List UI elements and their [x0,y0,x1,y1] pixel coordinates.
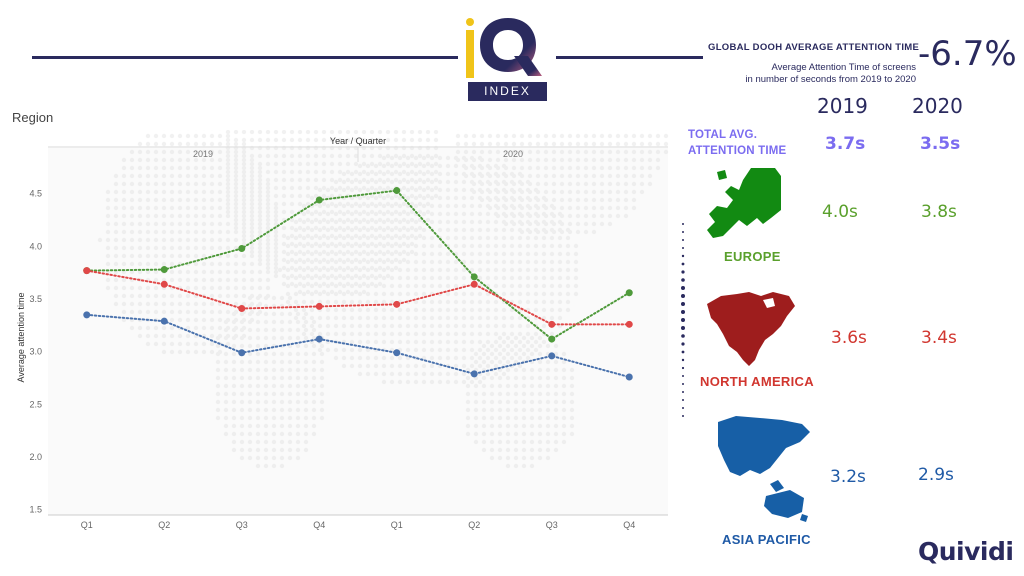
logo-i-bar [466,30,474,78]
series-1-point [625,320,633,328]
series-1-point [160,280,168,288]
region-filter-label[interactable]: Region [12,110,54,125]
europe-2019-value: 4.0s [822,202,858,222]
header-line-right [556,56,703,59]
x-tick-label: Q4 [313,520,325,530]
series-0-point [160,266,168,274]
series-1-point [238,305,246,313]
series-2-point [160,317,168,325]
series-line-1 [85,269,631,326]
series-line-0 [85,189,631,341]
global-subtitle-line2: in number of seconds from 2019 to 2020 [745,74,916,85]
total-avg-label-line1: TOTAL AVG. [688,129,758,141]
chart-title: Year / Quarter [330,136,386,146]
y-tick-label: 1.5 [29,505,42,515]
y-tick-label: 3.5 [29,294,42,304]
iq-logo-icon [480,18,542,76]
europe-map-icon [707,168,781,238]
series-2-point [83,311,91,319]
series-0-point [625,289,633,297]
series-0-point [238,244,246,252]
y-tick-label: 4.5 [29,189,42,199]
series-0-point [548,335,556,343]
series-1-point [393,300,401,308]
series-1-point [548,320,556,328]
attention-line-chart: Year / Quarter 2019 2020 1.5 2.0 2.5 3.0 3.5 4.0… [16,130,669,530]
total-2020-value: 3.5s [920,134,961,154]
series-2-point [315,335,323,343]
north-america-2019-value: 3.6s [831,328,867,348]
chart-plot-background [48,146,668,515]
north-america-map-icon [707,292,795,366]
x-tick-label: Q2 [468,520,480,530]
north-america-label: NORTH AMERICA [700,374,814,389]
asia-pacific-label: ASIA PACIFIC [722,532,811,547]
header-line-left [32,56,458,59]
quividi-logo: Quividi [918,537,1014,566]
series-line-2 [85,313,631,379]
column-header-2020: 2020 [912,94,963,118]
world-dots-background [97,130,669,469]
total-avg-label-line2: ATTENTION TIME [688,145,787,157]
x-tick-label: Q2 [158,520,170,530]
europe-2020-value: 3.8s [921,202,957,222]
x-tick-label: Q3 [546,520,558,530]
y-tick-label: 4.0 [29,241,42,251]
asia-pacific-2020-value: 2.9s [918,465,954,485]
series-1-point [83,267,91,275]
global-value: -6.7% [918,34,1017,74]
series-2-point [548,352,556,360]
europe-label: EUROPE [724,249,781,264]
global-title: GLOBAL DOOH AVERAGE ATTENTION TIME [708,42,920,53]
y-tick-label: 2.0 [29,452,42,462]
x-tick-label: Q3 [236,520,248,530]
column-header-2019: 2019 [817,94,868,118]
series-2-point [238,349,246,357]
series-0-point [470,273,478,281]
asia-pacific-map-icon [718,416,810,522]
total-avg-label: TOTAL AVG. ATTENTION TIME [688,127,786,159]
logo-index-label: INDEX [468,82,547,101]
series-1-point [315,302,323,310]
series-0-point [315,196,323,204]
y-tick-label: 2.5 [29,399,42,409]
north-america-2020-value: 3.4s [921,328,957,348]
series-2-point [625,373,633,381]
dotted-divider [681,223,685,417]
series-2-point [470,370,478,378]
series-0-point [393,187,401,195]
total-2019-value: 3.7s [825,134,866,154]
y-tick-label: 3.0 [29,347,42,357]
year-group-label: 2020 [503,149,523,159]
asia-pacific-2019-value: 3.2s [830,467,866,487]
x-tick-label: Q1 [81,520,93,530]
x-tick-label: Q4 [623,520,635,530]
year-group-label: 2019 [193,149,213,159]
y-axis-label: Average attention time [16,293,26,383]
logo-i-dot [466,18,474,26]
series-2-point [393,349,401,357]
x-tick-label: Q1 [391,520,403,530]
global-subtitle-line1: Average Attention Time of screens [771,62,916,73]
series-1-point [470,280,478,288]
global-subtitle: Average Attention Time of screens in num… [745,62,916,86]
